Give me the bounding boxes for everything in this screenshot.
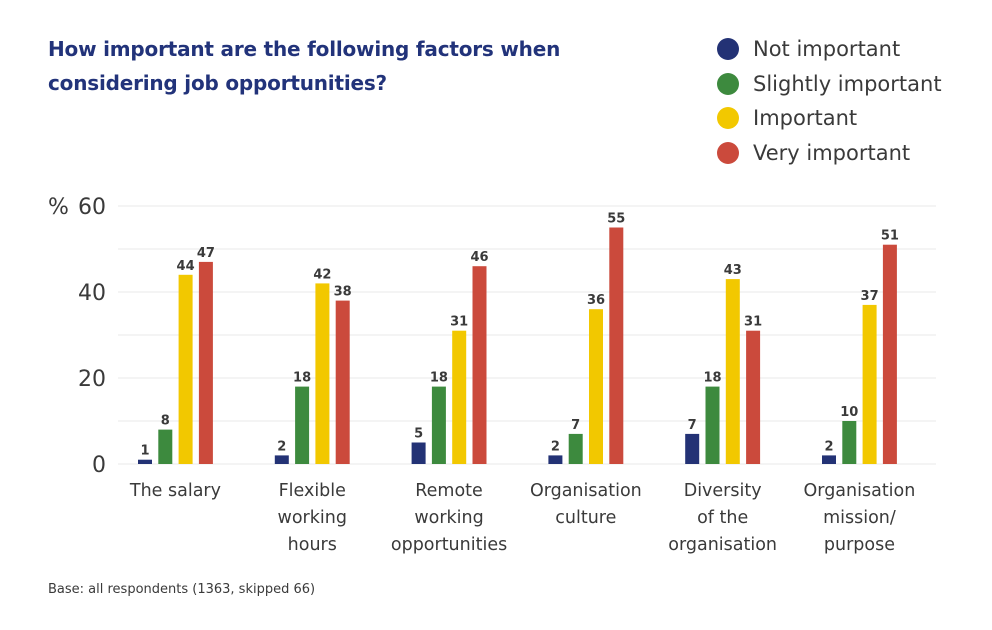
y-tick-label: 60 bbox=[78, 195, 106, 220]
bar bbox=[568, 433, 583, 464]
y-axis-label: % bbox=[48, 195, 69, 220]
y-tick-label: 0 bbox=[92, 453, 106, 478]
legend-item-not-important: Not important bbox=[717, 32, 942, 67]
data-label: 44 bbox=[177, 259, 195, 274]
bar bbox=[138, 459, 152, 464]
x-tick-label: of the bbox=[697, 508, 748, 528]
data-label: 31 bbox=[450, 315, 468, 330]
bar bbox=[822, 455, 836, 464]
data-label: 7 bbox=[688, 418, 697, 433]
bar bbox=[411, 442, 426, 464]
data-label: 18 bbox=[703, 371, 721, 386]
data-label: 36 bbox=[587, 293, 605, 308]
data-label: 46 bbox=[470, 250, 488, 265]
bar bbox=[862, 304, 877, 464]
bar bbox=[609, 227, 624, 464]
bar bbox=[178, 274, 193, 464]
bar bbox=[842, 421, 857, 464]
footnote: Base: all respondents (1363, skipped 66) bbox=[48, 582, 316, 597]
bar bbox=[882, 244, 897, 464]
bar bbox=[685, 433, 700, 464]
x-tick-label: Remote bbox=[415, 481, 483, 501]
y-tick-label: 20 bbox=[78, 367, 106, 392]
bar bbox=[705, 386, 720, 464]
y-tick-label: 40 bbox=[78, 281, 106, 306]
data-label: 42 bbox=[313, 267, 331, 282]
bar bbox=[472, 266, 487, 464]
x-tick-label: mission/ bbox=[823, 508, 896, 528]
legend-item-slightly-important: Slightly important bbox=[717, 67, 942, 102]
bar bbox=[431, 386, 446, 464]
x-tick-label: The salary bbox=[129, 481, 221, 501]
legend-label: Important bbox=[753, 106, 858, 131]
legend-item-important: Important bbox=[717, 101, 942, 136]
legend-swatch-icon bbox=[717, 141, 739, 164]
data-label: 55 bbox=[607, 212, 625, 227]
legend-label: Not important bbox=[753, 37, 901, 62]
data-label: 2 bbox=[277, 439, 286, 454]
x-tick-label: Organisation bbox=[530, 481, 642, 501]
legend-swatch-icon bbox=[717, 107, 739, 130]
x-tick-label: Diversity bbox=[684, 481, 762, 501]
data-label: 31 bbox=[744, 315, 762, 330]
data-label: 2 bbox=[551, 439, 560, 454]
legend-label: Slightly important bbox=[753, 71, 942, 96]
x-tick-label: culture bbox=[555, 508, 616, 528]
bar bbox=[589, 309, 603, 464]
x-tick-label: Flexible bbox=[279, 481, 346, 501]
legend-item-very-important: Very important bbox=[717, 136, 942, 171]
data-label: 5 bbox=[414, 427, 423, 442]
legend-swatch-icon bbox=[717, 38, 739, 61]
data-label: 18 bbox=[430, 371, 448, 386]
bar bbox=[315, 283, 330, 464]
x-tick-label: purpose bbox=[824, 535, 895, 555]
data-label: 7 bbox=[571, 418, 580, 433]
bar bbox=[295, 386, 310, 464]
x-tick-label: working bbox=[278, 508, 347, 528]
bar bbox=[548, 455, 563, 464]
x-tick-label: opportunities bbox=[391, 535, 507, 555]
data-label: 10 bbox=[840, 405, 858, 420]
x-tick-label: Organisation bbox=[804, 481, 916, 501]
data-label: 51 bbox=[881, 229, 899, 244]
bar bbox=[725, 279, 740, 464]
x-tick-label: organisation bbox=[668, 535, 777, 555]
legend-swatch-icon bbox=[717, 72, 739, 95]
data-label: 18 bbox=[293, 371, 311, 386]
legend-label: Very important bbox=[753, 140, 911, 165]
chart-title: How important are the following factors … bbox=[48, 37, 561, 95]
bar bbox=[452, 330, 467, 464]
bar bbox=[198, 261, 213, 464]
bar bbox=[158, 429, 173, 464]
data-label: 43 bbox=[724, 263, 742, 278]
data-label: 47 bbox=[197, 246, 215, 261]
legend: Not important Slightly important Importa… bbox=[717, 32, 942, 170]
data-label: 8 bbox=[161, 414, 170, 429]
data-label: 38 bbox=[334, 285, 352, 300]
data-label: 1 bbox=[140, 444, 149, 459]
data-label: 37 bbox=[861, 289, 879, 304]
x-tick-label: working bbox=[414, 508, 483, 528]
x-tick-label: hours bbox=[288, 535, 337, 555]
bar bbox=[335, 300, 350, 464]
bar bbox=[274, 455, 289, 464]
data-label: 2 bbox=[824, 439, 833, 454]
bar bbox=[746, 330, 761, 464]
